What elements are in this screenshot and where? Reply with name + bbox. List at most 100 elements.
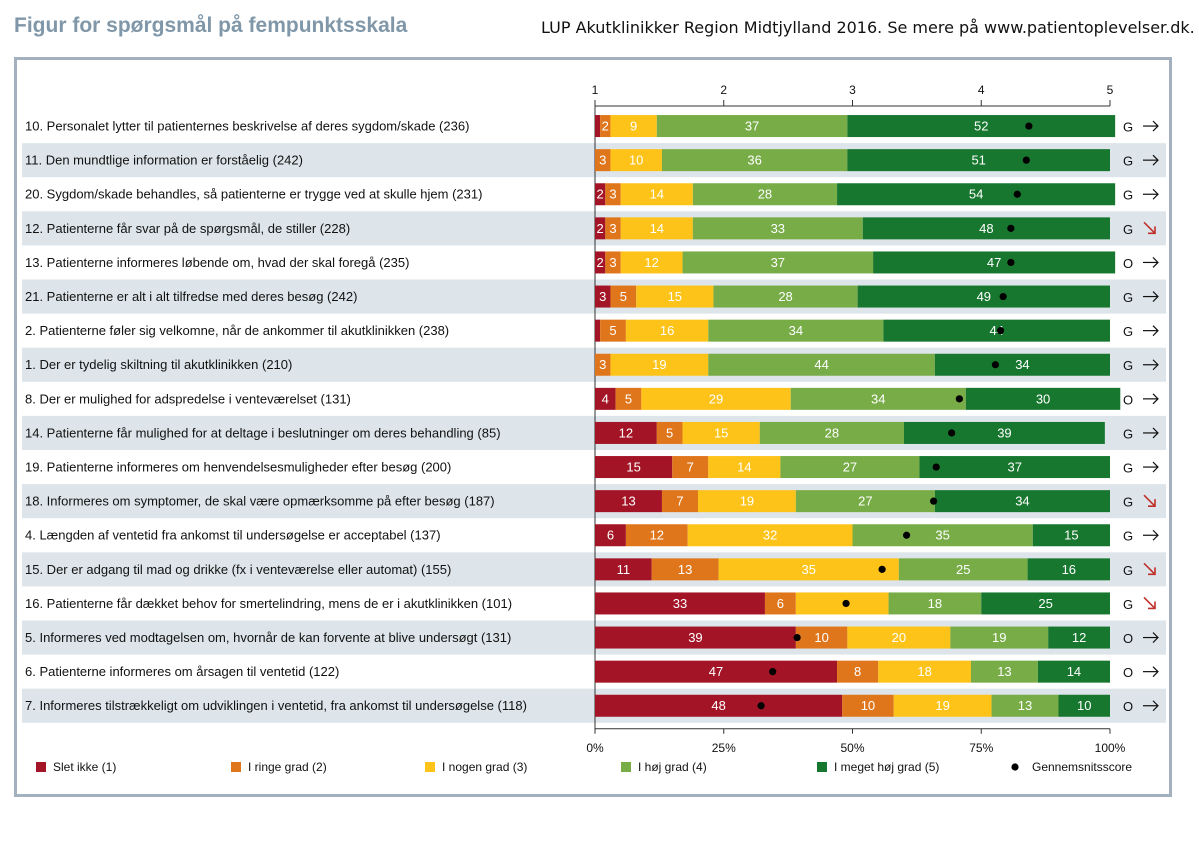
mean-score-dot <box>996 327 1005 335</box>
bar-value-label: 27 <box>843 459 857 474</box>
bar-segment-slet-ikke <box>595 694 843 717</box>
bar-value-label: 47 <box>709 664 723 679</box>
bar-value-label: 39 <box>997 425 1011 440</box>
bottom-axis-tick: 100% <box>1095 741 1126 755</box>
legend-swatch-nogen <box>425 762 435 772</box>
bar-segment-hoj <box>970 660 1038 683</box>
status-letter: G <box>1123 222 1133 237</box>
trend-flat-arrowhead-icon <box>1152 291 1159 302</box>
trend-down-arrow-icon <box>1143 494 1156 507</box>
bar-value-label: 48 <box>711 698 725 713</box>
bar-value-label: 39 <box>688 630 702 645</box>
top-axis-tick: 4 <box>978 83 985 97</box>
bar-segment-meget-hoj <box>934 353 1110 376</box>
bar-value-label: 5 <box>609 323 616 338</box>
bar-value-label: 54 <box>969 187 983 202</box>
bar-value-label: 6 <box>777 596 784 611</box>
bar-segment-nogen <box>641 387 791 410</box>
bar-segment-slet-ikke <box>595 490 662 513</box>
bar-value-label: 44 <box>989 323 1003 338</box>
bar-value-label: 29 <box>709 391 723 406</box>
trend-flat-arrowhead-icon <box>1152 120 1159 132</box>
bar-value-label: 3 <box>599 289 606 304</box>
bar-value-label: 18 <box>917 664 931 679</box>
bar-segment-nogen <box>698 490 796 513</box>
bar-segment-ringe <box>610 285 637 308</box>
bar-value-label: 12 <box>650 528 664 543</box>
bar-value-label: 14 <box>1067 664 1081 679</box>
row-label: 20. Sygdom/skade behandles, så patienter… <box>25 187 482 202</box>
mean-score-dot <box>932 463 940 471</box>
trend-flat-arrowhead-icon <box>1152 325 1159 337</box>
row-label: 15. Der er adgang til mad og drikke (fx … <box>25 562 451 577</box>
bar-segment-slet-ikke <box>595 217 606 240</box>
status-letter: G <box>1123 529 1133 544</box>
bar-segment-hoj <box>708 353 935 376</box>
row-label: 18. Informeres om symptomer, de skal vær… <box>25 494 495 509</box>
bar-segment-hoj <box>795 490 935 513</box>
bar-segment-hoj <box>780 456 920 479</box>
bar-value-label: 49 <box>977 289 991 304</box>
bar-value-label: 34 <box>789 323 803 338</box>
bar-segment-hoj <box>790 387 966 410</box>
bar-value-label: 14 <box>737 459 751 474</box>
bar-segment-nogen <box>878 660 971 683</box>
row-label: 5. Informeres ved modtagelsen om, hvornå… <box>25 630 511 645</box>
bar-segment-slet-ikke <box>595 660 838 683</box>
bar-segment-slet-ikke <box>595 456 673 479</box>
bar-segment-slet-ikke <box>595 251 606 274</box>
bar-segment-ringe <box>656 421 683 444</box>
bar-segment-nogen <box>625 319 709 342</box>
bar-segment-ringe <box>837 660 879 683</box>
bar-value-label: 10 <box>814 630 828 645</box>
bottom-axis-tick: 50% <box>840 741 864 755</box>
bar-segment-meget-hoj <box>857 285 1110 308</box>
top-axis-tick: 5 <box>1107 83 1114 97</box>
row-label: 14. Patienterne får mulighed for at delt… <box>25 425 501 440</box>
bar-segment-meget-hoj <box>965 387 1121 410</box>
bar-segment-ringe <box>600 115 611 138</box>
bar-segment-slet-ikke <box>595 592 765 615</box>
bar-segment-nogen <box>636 285 714 308</box>
mean-score-dot <box>930 497 938 505</box>
status-letter: G <box>1123 460 1133 475</box>
status-letter: G <box>1123 324 1133 339</box>
bar-segment-slet-ikke <box>595 558 652 581</box>
bar-segment-meget-hoj <box>883 319 1110 342</box>
bar-segment-slet-ikke <box>595 285 611 308</box>
bar-segment-slet-ikke <box>595 421 657 444</box>
bar-value-label: 25 <box>956 562 970 577</box>
bar-value-label: 13 <box>1018 698 1032 713</box>
bar-value-label: 8 <box>854 664 861 679</box>
bar-value-label: 28 <box>758 187 772 202</box>
row-label: 21. Patienterne er alt i alt tilfredse m… <box>25 289 357 304</box>
trend-down-arrowhead-icon <box>1148 226 1156 235</box>
bar-value-label: 3 <box>609 255 616 270</box>
bar-value-label: 5 <box>620 289 627 304</box>
trend-flat-arrowhead-icon <box>1152 461 1159 473</box>
bar-segment-meget-hoj <box>904 421 1105 444</box>
bar-value-label: 2 <box>602 118 609 133</box>
trend-flat-arrowhead-icon <box>1152 529 1159 541</box>
status-letter: O <box>1123 665 1133 680</box>
bar-value-label: 28 <box>778 289 792 304</box>
bar-value-label: 33 <box>673 596 687 611</box>
bar-value-label: 15 <box>714 425 728 440</box>
bar-segment-meget-hoj <box>862 217 1110 240</box>
bar-value-label: 18 <box>928 596 942 611</box>
bar-segment-hoj <box>713 285 858 308</box>
bar-segment-meget-hoj <box>1027 558 1110 581</box>
trend-flat-arrowhead-icon <box>1152 359 1159 371</box>
bar-segment-hoj <box>692 183 838 206</box>
bar-value-label: 33 <box>771 221 785 236</box>
chart-frame <box>14 57 1172 797</box>
bar-value-label: 16 <box>1062 562 1076 577</box>
legend-label: I høj grad (4) <box>638 760 707 774</box>
bar-segment-hoj <box>692 217 863 240</box>
mean-score-dot <box>902 531 911 539</box>
mean-score-dot <box>1007 224 1015 232</box>
bar-segment-meget-hoj <box>981 592 1110 615</box>
bar-segment-nogen <box>610 353 709 376</box>
bar-segment-nogen <box>620 183 693 206</box>
bar-value-label: 14 <box>650 221 664 236</box>
